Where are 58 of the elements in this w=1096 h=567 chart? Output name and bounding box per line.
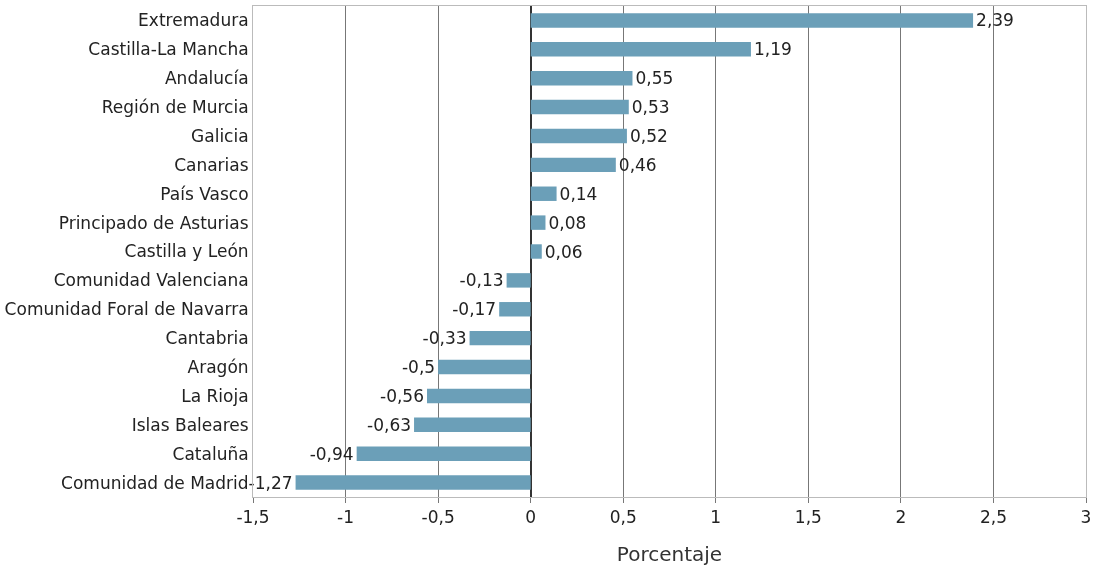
y-tick-label: Comunidad de Madrid (61, 472, 249, 493)
data-label: 1,19 (753, 39, 792, 60)
data-label: 0,52 (629, 125, 668, 146)
data-label: -1,27 (248, 472, 293, 493)
bar (414, 417, 531, 433)
y-tick-label: La Rioja (181, 385, 249, 406)
x-tick-label: 0 (525, 507, 537, 528)
x-tick-label: 0,5 (609, 507, 637, 528)
data-label: 0,14 (559, 183, 598, 204)
bar (530, 244, 542, 259)
bar (506, 273, 531, 288)
x-tick-label: 2,5 (979, 507, 1007, 528)
y-tick-label: Canarias (174, 154, 249, 175)
bar (530, 186, 557, 201)
x-tick-label: -1 (337, 507, 355, 528)
data-label: -0,5 (401, 357, 436, 378)
y-tick-label: Comunidad Foral de Navarra (4, 299, 249, 320)
bar (530, 13, 974, 28)
bar (438, 359, 531, 375)
bar (530, 99, 629, 115)
y-tick-label: Principado de Asturias (58, 212, 249, 233)
data-label: 0,08 (548, 212, 587, 233)
y-tick-label: Extremadura (138, 10, 249, 31)
bar (530, 128, 627, 144)
bar (427, 388, 531, 404)
y-tick-label: Galicia (191, 125, 249, 146)
x-tick-label: 1,5 (794, 507, 822, 528)
x-tick-label: -0,5 (421, 507, 455, 528)
data-label: 0,06 (544, 241, 583, 262)
x-tick-label: 2 (895, 507, 907, 528)
data-label: 0,55 (635, 68, 674, 89)
bar (530, 157, 616, 173)
bar (530, 70, 633, 86)
data-label: -0,13 (459, 270, 504, 291)
data-label: -0,63 (367, 414, 412, 435)
bar (295, 475, 531, 490)
y-tick-label: País Vasco (160, 183, 249, 204)
data-label: -0,17 (452, 299, 497, 320)
x-tick-label: 1 (710, 507, 722, 528)
data-label: 0,53 (631, 97, 670, 118)
data-label: -0,56 (380, 385, 424, 406)
y-tick-label: Cataluña (172, 443, 249, 464)
y-tick-label: Aragón (187, 356, 249, 377)
y-tick-label: Castilla y León (124, 241, 249, 262)
bar (469, 330, 531, 346)
y-tick-label: Andalucía (164, 68, 249, 89)
bar (356, 446, 531, 461)
bar (530, 215, 546, 230)
bar (530, 42, 751, 57)
y-tick-label: Comunidad Valenciana (53, 270, 249, 291)
y-tick-label: Cantabria (165, 328, 249, 349)
x-axis-title: Porcentaje (616, 541, 723, 566)
y-tick-label: Islas Baleares (131, 414, 249, 435)
y-tick-label: Región de Murcia (101, 97, 249, 118)
y-tick-label: Castilla-La Mancha (88, 39, 249, 60)
x-tick-label: 3 (1080, 507, 1092, 528)
x-tick-label: -1,5 (236, 507, 270, 528)
bar (499, 302, 531, 317)
